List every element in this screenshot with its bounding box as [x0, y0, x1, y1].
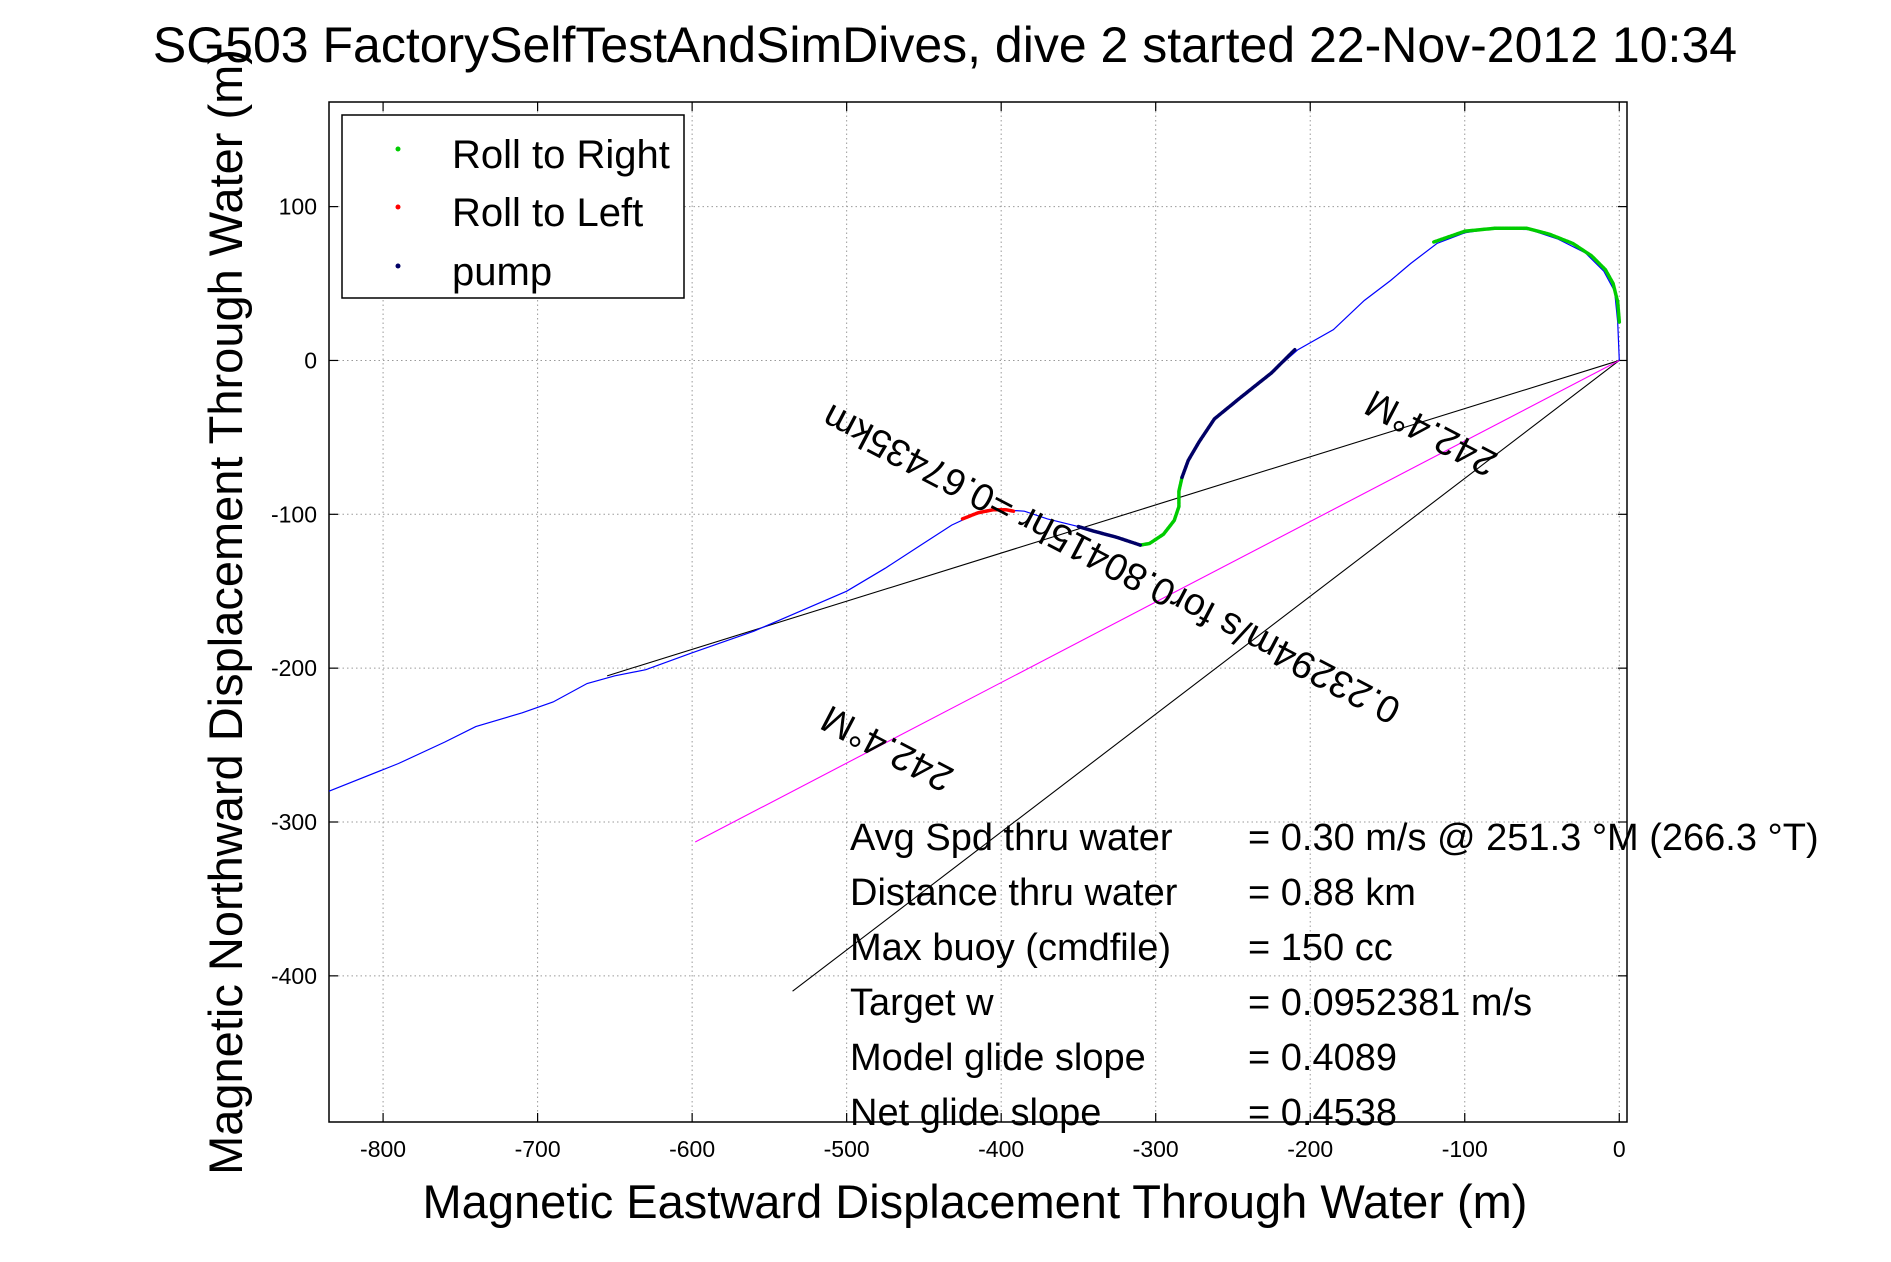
heading-annotation: 0.23294m/s for0.80415hr =0.67435km [816, 395, 1407, 731]
stat-label-net-glide: Net glide slope [850, 1092, 1101, 1134]
x-tick-label: -100 [1442, 1136, 1488, 1162]
heading-lines [606, 359, 1620, 992]
stats-block: Avg Spd thru water = 0.30 m/s @ 251.3 °M… [850, 817, 1819, 1134]
stat-label-avg-speed: Avg Spd thru water [850, 817, 1173, 859]
x-tick-label: -200 [1287, 1136, 1333, 1162]
stat-label-model-glide: Model glide slope [850, 1037, 1146, 1079]
legend-label-roll-left: Roll to Left [452, 191, 643, 235]
roll-right-segment [1432, 226, 1622, 324]
y-tick-label: 100 [279, 194, 317, 220]
legend: Roll to Right Roll to Left pump [341, 114, 685, 299]
legend-marker-roll-right [395, 146, 401, 152]
legend-entry-pump: pump [395, 250, 552, 294]
chart-title: SG503 FactorySelfTestAndSimDives, dive 2… [153, 17, 1737, 73]
stat-label-distance: Distance thru water [850, 872, 1178, 914]
x-tick-label: -700 [515, 1136, 561, 1162]
plot-frame [328, 101, 1628, 1123]
stat-value-net-glide: = 0.4538 [1248, 1092, 1397, 1134]
y-tick-label: 0 [304, 347, 317, 373]
y-axis-label: Magnetic Northward Displacement Through … [199, 49, 252, 1175]
y-tick-label: -400 [271, 963, 317, 989]
y-axis-ticks: 100 0 -100 -200 -300 -400 [271, 194, 1627, 989]
x-axis-ticks: -800 -700 -600 -500 -400 -300 -200 -100 0 [360, 102, 1626, 1162]
legend-marker-roll-left [395, 204, 401, 210]
x-tick-label: -800 [360, 1136, 406, 1162]
x-tick-label: -300 [1133, 1136, 1179, 1162]
heading-annotation: 242.4°M [1359, 381, 1504, 484]
y-tick-label: -200 [271, 655, 317, 681]
roll-left-segment [960, 507, 1016, 521]
stat-label-target-w: Target w [850, 982, 994, 1024]
legend-label-pump: pump [452, 250, 552, 294]
stat-value-avg-speed: = 0.30 m/s @ 251.3 °M (266.3 °T) [1248, 817, 1819, 859]
y-tick-label: -100 [271, 501, 317, 527]
legend-label-roll-right: Roll to Right [452, 133, 670, 177]
marker-segments [960, 226, 1622, 547]
x-axis-label: Magnetic Eastward Displacement Through W… [423, 1175, 1528, 1228]
stat-value-model-glide: = 0.4089 [1248, 1037, 1397, 1079]
heading-line [606, 359, 1620, 677]
stat-label-max-buoy: Max buoy (cmdfile) [850, 927, 1171, 969]
legend-entry-roll-right: Roll to Right [395, 133, 670, 177]
stat-value-distance: = 0.88 km [1248, 872, 1416, 914]
x-tick-label: -600 [669, 1136, 715, 1162]
y-tick-label: -300 [271, 809, 317, 835]
pump-segment [1076, 524, 1143, 547]
stat-value-target-w: = 0.0952381 m/s [1248, 982, 1532, 1024]
x-tick-label: 0 [1613, 1136, 1626, 1162]
heading-annotation: 242.4°M [815, 697, 960, 800]
heading-line [694, 359, 1620, 843]
x-tick-label: -500 [824, 1136, 870, 1162]
x-tick-label: -400 [978, 1136, 1024, 1162]
legend-entry-roll-left: Roll to Left [395, 191, 643, 235]
heading-annotations: 242.4°M0.23294m/s for0.80415hr =0.67435k… [815, 381, 1504, 799]
roll-right-segment [1138, 475, 1184, 547]
heading-line [792, 360, 1620, 992]
legend-marker-pump [395, 263, 401, 269]
pump-segment [1180, 347, 1297, 480]
stat-value-max-buoy: = 150 cc [1248, 927, 1393, 969]
